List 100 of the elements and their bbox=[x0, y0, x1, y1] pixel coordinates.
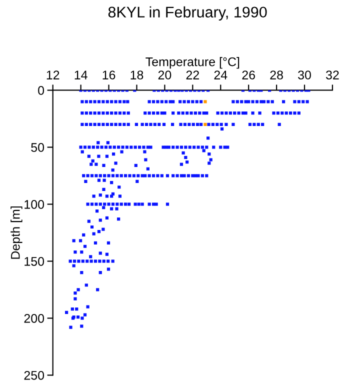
point bbox=[148, 174, 151, 178]
point bbox=[188, 122, 191, 126]
point bbox=[270, 100, 274, 104]
point bbox=[91, 159, 94, 162]
point bbox=[118, 100, 122, 104]
x-tick-label: 26 bbox=[242, 70, 255, 80]
point bbox=[261, 122, 264, 126]
point bbox=[293, 111, 296, 115]
point bbox=[80, 122, 84, 126]
point bbox=[98, 202, 102, 206]
point bbox=[111, 260, 114, 263]
point bbox=[106, 268, 110, 271]
point bbox=[72, 264, 76, 268]
point bbox=[196, 146, 200, 149]
point bbox=[152, 100, 156, 104]
point bbox=[186, 111, 189, 115]
point bbox=[252, 122, 256, 126]
point bbox=[208, 152, 211, 156]
point bbox=[182, 151, 185, 154]
point bbox=[111, 174, 115, 178]
point bbox=[160, 100, 164, 104]
point bbox=[72, 260, 76, 263]
point bbox=[202, 149, 206, 152]
point bbox=[106, 122, 109, 126]
point bbox=[134, 202, 137, 206]
point bbox=[276, 111, 280, 115]
point bbox=[177, 111, 180, 115]
point bbox=[134, 146, 137, 149]
point bbox=[82, 233, 86, 237]
point bbox=[146, 146, 150, 149]
point bbox=[94, 241, 98, 245]
point bbox=[100, 146, 104, 149]
point bbox=[108, 146, 112, 149]
point bbox=[168, 100, 172, 104]
point bbox=[278, 122, 281, 126]
point bbox=[83, 313, 87, 316]
point bbox=[115, 207, 118, 210]
point bbox=[84, 122, 88, 126]
x-tick-label: 16 bbox=[102, 70, 116, 80]
point bbox=[176, 146, 179, 149]
point bbox=[111, 192, 115, 196]
point bbox=[205, 174, 208, 178]
point bbox=[106, 111, 109, 115]
point bbox=[80, 250, 84, 254]
point bbox=[251, 100, 254, 104]
point bbox=[136, 180, 139, 183]
point bbox=[87, 154, 90, 158]
point bbox=[118, 111, 122, 115]
point bbox=[89, 100, 92, 104]
point bbox=[172, 111, 175, 115]
x-tick-label: 12 bbox=[46, 70, 60, 80]
point bbox=[110, 181, 114, 184]
point bbox=[114, 162, 118, 165]
point bbox=[90, 162, 93, 166]
point bbox=[237, 111, 240, 115]
point bbox=[204, 122, 207, 126]
point bbox=[152, 202, 156, 206]
point bbox=[204, 100, 207, 104]
point bbox=[192, 146, 196, 149]
point bbox=[302, 100, 305, 104]
point bbox=[130, 146, 133, 149]
x-tick-label: 18 bbox=[130, 70, 144, 80]
point bbox=[120, 174, 123, 178]
point bbox=[194, 111, 198, 115]
point bbox=[76, 288, 80, 292]
point bbox=[179, 122, 182, 126]
point bbox=[148, 111, 151, 115]
point bbox=[80, 100, 84, 104]
point bbox=[146, 167, 150, 170]
point bbox=[163, 111, 166, 115]
point bbox=[96, 146, 100, 149]
point bbox=[233, 111, 236, 115]
point bbox=[184, 146, 188, 149]
point bbox=[190, 111, 193, 115]
point bbox=[144, 174, 147, 178]
point bbox=[205, 111, 208, 115]
point bbox=[97, 100, 101, 104]
point bbox=[84, 100, 88, 104]
point bbox=[70, 308, 74, 311]
point bbox=[166, 174, 170, 178]
point bbox=[297, 100, 300, 104]
point bbox=[148, 100, 151, 104]
point bbox=[136, 174, 140, 178]
point bbox=[105, 216, 109, 220]
point bbox=[156, 174, 160, 178]
point bbox=[80, 150, 84, 154]
point bbox=[224, 122, 228, 126]
point bbox=[97, 178, 101, 182]
point bbox=[272, 111, 276, 115]
x-tick-label: 14 bbox=[74, 70, 88, 80]
point bbox=[95, 209, 99, 213]
point bbox=[284, 111, 288, 115]
point bbox=[144, 122, 148, 126]
point bbox=[80, 111, 84, 115]
point bbox=[121, 146, 124, 149]
point bbox=[88, 146, 91, 149]
point bbox=[98, 174, 102, 178]
point bbox=[180, 146, 184, 149]
point bbox=[76, 315, 80, 319]
point bbox=[262, 100, 266, 104]
